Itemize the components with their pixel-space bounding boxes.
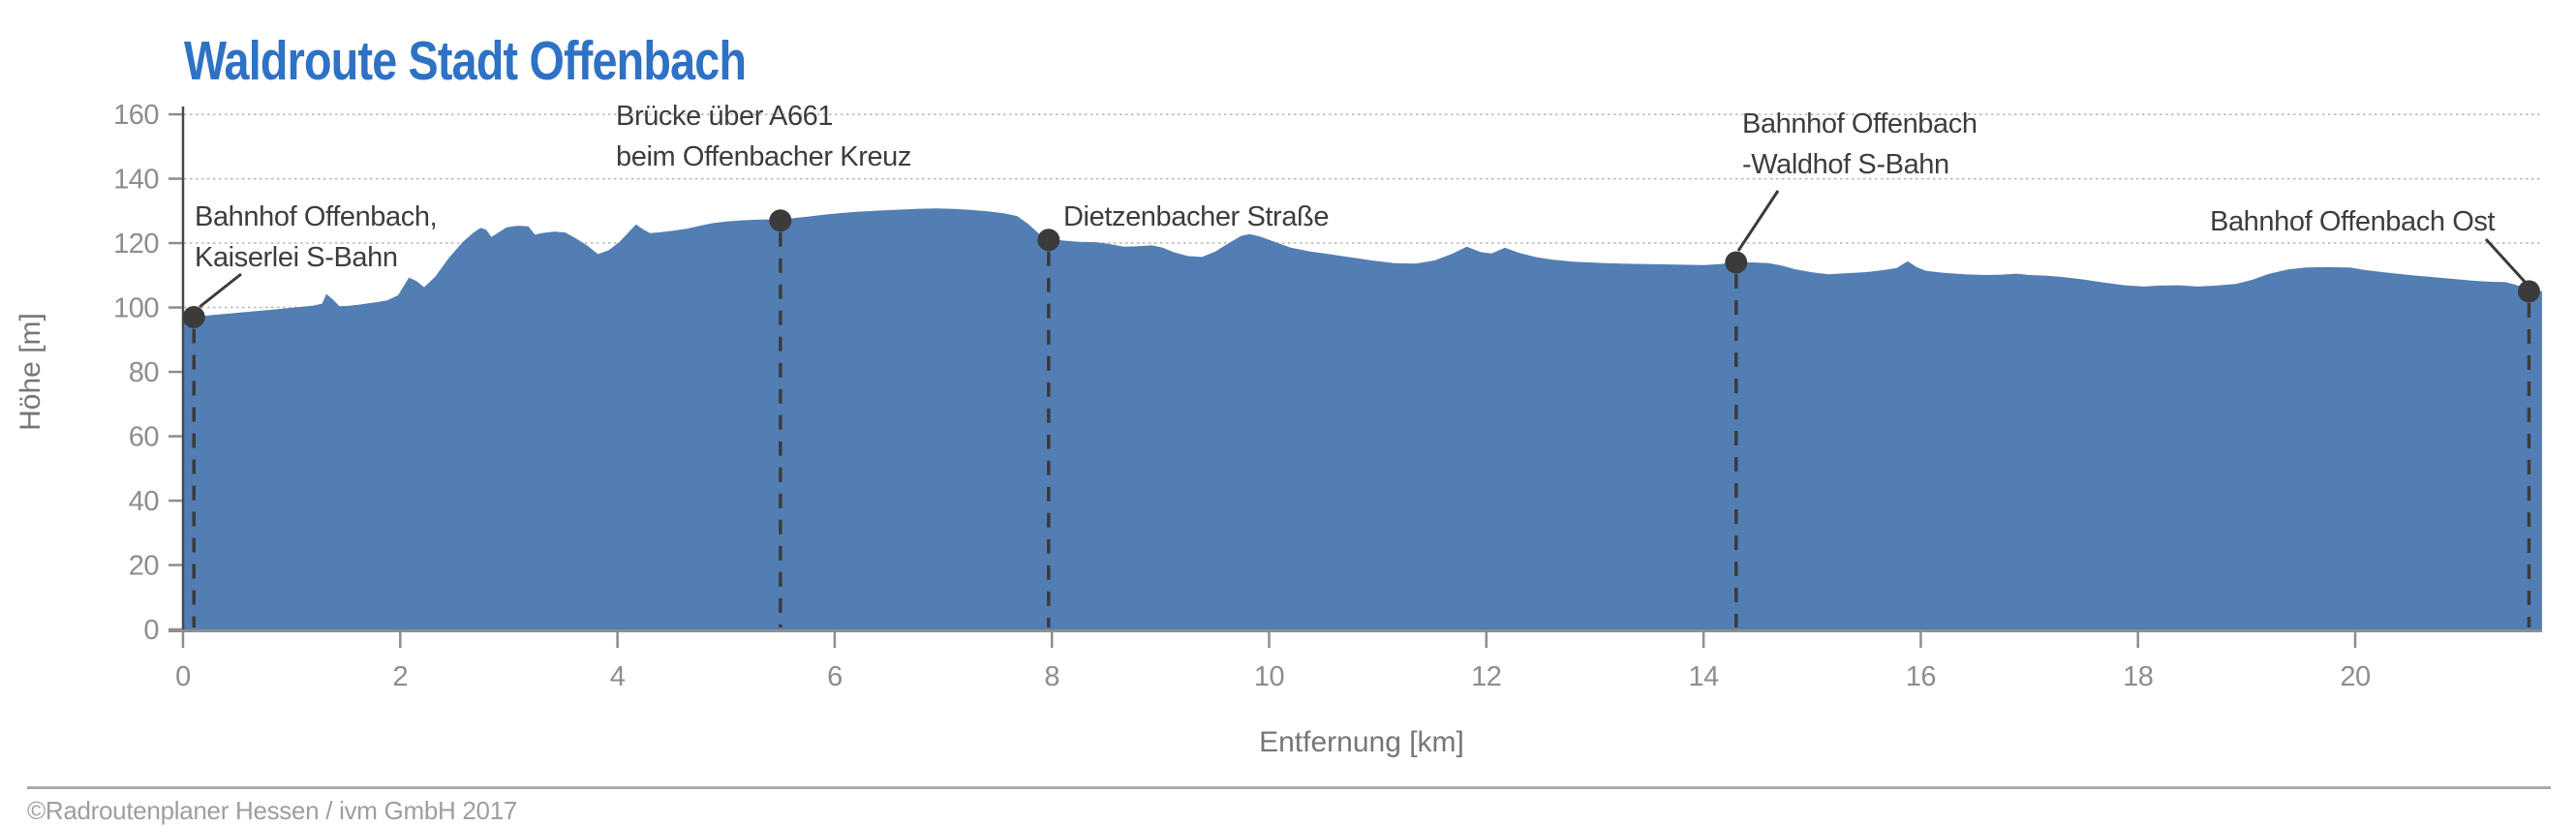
station-marker-dot-3 [1725,251,1748,274]
station-marker-dot-1 [769,209,792,232]
x-tick-label-10: 10 [1254,661,1284,692]
footer-divider [27,786,2551,789]
x-tick-label-2: 2 [392,661,408,692]
station-leader-0 [199,272,242,309]
y-axis-title: Höhe [m] [15,313,46,431]
y-tick-label-40: 40 [129,486,159,517]
y-tick-label-20: 20 [129,551,159,582]
station-label-0-line0: Bahnhof Offenbach, [195,201,437,232]
x-tick-label-12: 12 [1471,661,1501,692]
station-label-0-line1: Kaiserlei S-Bahn [195,242,398,273]
x-tick-label-6: 6 [827,661,843,692]
copyright-text: ©Radroutenplaner Hessen / ivm GmbH 2017 [27,796,518,825]
elevation-area [183,208,2542,630]
station-label-4-line0: Bahnhof Offenbach Ost [2210,206,2496,237]
x-tick-label-16: 16 [1906,661,1936,692]
y-tick-label-160: 160 [113,100,159,131]
y-tick-label-120: 120 [113,229,159,260]
y-tick-label-140: 140 [113,165,159,196]
x-tick-label-20: 20 [2340,661,2370,692]
y-tick-label-80: 80 [129,357,159,388]
station-marker-dot-4 [2517,280,2540,303]
station-leader-4 [2484,237,2528,285]
x-tick-label-18: 18 [2123,661,2153,692]
station-marker-dot-2 [1037,229,1060,252]
station-label-2-line0: Dietzenbacher Straße [1063,201,1329,232]
x-tick-label-14: 14 [1688,661,1719,692]
station-label-3-line1: -Waldhof S-Bahn [1742,149,1949,180]
station-marker-dot-0 [182,306,205,329]
x-axis-title: Entfernung [km] [1259,726,1464,758]
x-tick-label-8: 8 [1044,661,1059,692]
chart-title: Waldroute Stadt Offenbach [184,30,747,92]
y-tick-label-0: 0 [143,615,159,646]
station-label-1-line1: beim Offenbacher Kreuz [616,141,911,172]
x-tick-label-0: 0 [175,661,191,692]
station-leader-3 [1736,190,1780,252]
y-tick-label-60: 60 [129,422,159,453]
y-tick-label-100: 100 [113,293,159,324]
station-label-1-line0: Brücke über A661 [616,101,833,132]
station-label-3-line0: Bahnhof Offenbach [1742,108,1978,139]
x-tick-label-4: 4 [610,661,626,692]
